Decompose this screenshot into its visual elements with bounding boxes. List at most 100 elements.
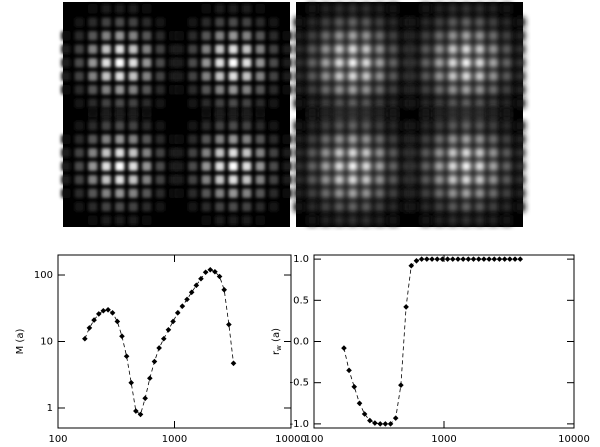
spot bbox=[128, 202, 138, 212]
spot bbox=[282, 188, 292, 198]
spot bbox=[282, 148, 292, 158]
y-axis-label-main: M (a) bbox=[15, 329, 26, 355]
spot bbox=[434, 201, 445, 212]
spot bbox=[269, 161, 279, 171]
spot bbox=[501, 107, 512, 118]
spot bbox=[447, 107, 458, 118]
spot bbox=[61, 71, 71, 81]
spot bbox=[115, 44, 125, 54]
spot bbox=[407, 84, 418, 95]
spot bbox=[420, 3, 431, 14]
spot bbox=[320, 107, 331, 118]
spot bbox=[388, 98, 399, 109]
spot bbox=[142, 58, 152, 68]
spot bbox=[242, 85, 252, 95]
spot bbox=[374, 201, 385, 212]
spot bbox=[320, 30, 331, 41]
spot bbox=[255, 215, 265, 225]
spot bbox=[201, 98, 211, 108]
spot bbox=[155, 202, 165, 212]
spot bbox=[242, 58, 252, 68]
spot bbox=[293, 120, 304, 131]
spot bbox=[320, 44, 331, 55]
spot bbox=[307, 57, 318, 68]
spot bbox=[88, 85, 98, 95]
data-point bbox=[174, 310, 181, 316]
spot bbox=[361, 71, 372, 82]
spot bbox=[269, 71, 279, 81]
spot bbox=[282, 175, 292, 185]
spot bbox=[501, 57, 512, 68]
spot bbox=[434, 98, 445, 109]
spot bbox=[361, 147, 372, 158]
spot bbox=[174, 58, 184, 68]
spot bbox=[361, 120, 372, 131]
data-point bbox=[86, 325, 93, 331]
spot bbox=[242, 161, 252, 171]
spot bbox=[488, 17, 499, 28]
spot bbox=[307, 3, 318, 14]
spot bbox=[255, 161, 265, 171]
data-point bbox=[156, 345, 162, 351]
spot bbox=[293, 84, 304, 95]
spot bbox=[88, 71, 98, 81]
spot bbox=[74, 71, 84, 81]
spot bbox=[334, 201, 345, 212]
spot bbox=[388, 174, 399, 185]
spot bbox=[320, 188, 331, 199]
spot bbox=[228, 188, 238, 198]
spot bbox=[174, 188, 184, 198]
spot bbox=[474, 147, 485, 158]
spot bbox=[334, 44, 345, 55]
spot bbox=[255, 31, 265, 41]
spot bbox=[388, 30, 399, 41]
spot bbox=[101, 17, 111, 27]
spot bbox=[293, 201, 304, 212]
spot bbox=[142, 98, 152, 108]
spot bbox=[334, 161, 345, 172]
spot bbox=[293, 30, 304, 41]
data-point bbox=[501, 256, 508, 262]
spot bbox=[115, 175, 125, 185]
spot bbox=[488, 174, 499, 185]
spot bbox=[228, 175, 238, 185]
spot bbox=[228, 4, 238, 14]
spot bbox=[228, 17, 238, 27]
spot bbox=[461, 30, 472, 41]
spot bbox=[420, 44, 431, 55]
spot bbox=[374, 161, 385, 172]
spot bbox=[347, 201, 358, 212]
x-tick-label: 10000 bbox=[275, 434, 307, 445]
spot bbox=[269, 121, 279, 131]
spot bbox=[201, 188, 211, 198]
spot bbox=[293, 57, 304, 68]
spot bbox=[374, 215, 385, 226]
spot bbox=[374, 188, 385, 199]
spot bbox=[434, 3, 445, 14]
spot bbox=[282, 85, 292, 95]
spot bbox=[101, 98, 111, 108]
spot bbox=[307, 84, 318, 95]
spot bbox=[174, 44, 184, 54]
spot bbox=[347, 57, 358, 68]
spot bbox=[228, 71, 238, 81]
spot bbox=[101, 121, 111, 131]
spot bbox=[282, 44, 292, 54]
data-point bbox=[491, 256, 498, 262]
spot bbox=[155, 31, 165, 41]
data-point bbox=[512, 256, 518, 262]
spot bbox=[155, 188, 165, 198]
spot bbox=[101, 85, 111, 95]
spot bbox=[388, 161, 399, 172]
y-tick-label: 0.5 bbox=[293, 295, 309, 306]
spot bbox=[228, 215, 238, 225]
spot bbox=[447, 44, 458, 55]
spot bbox=[74, 44, 84, 54]
data-point bbox=[460, 256, 466, 262]
spot bbox=[128, 4, 138, 14]
data-point bbox=[507, 256, 513, 262]
y-tick-label: 100 bbox=[34, 270, 53, 281]
spot bbox=[307, 120, 318, 131]
spot bbox=[320, 71, 331, 82]
spot bbox=[215, 98, 225, 108]
